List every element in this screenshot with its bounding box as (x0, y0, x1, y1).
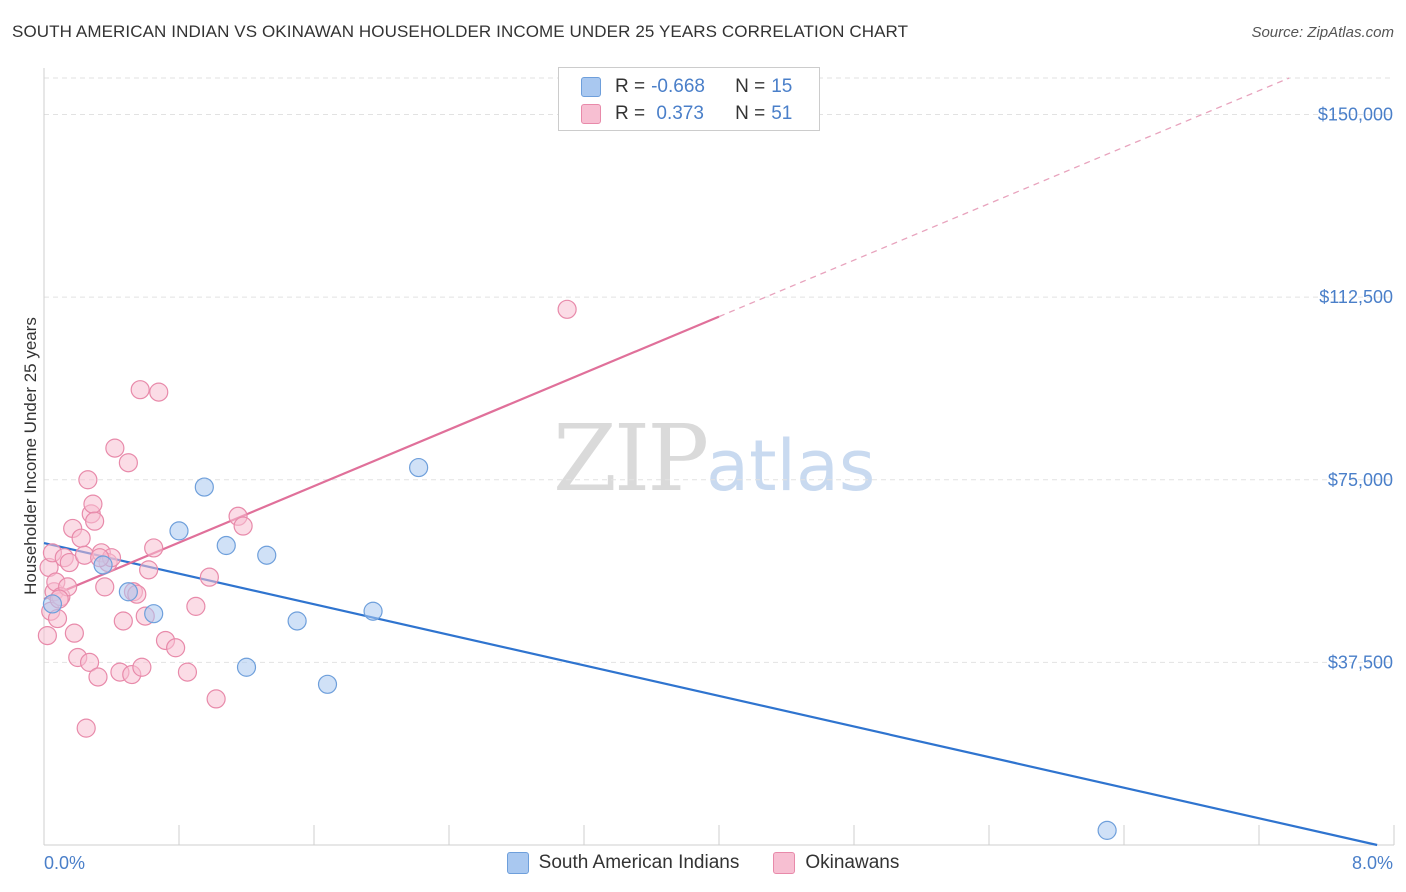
data-point (177, 662, 198, 682)
trend-line (43, 541, 1378, 847)
data-point (105, 438, 125, 458)
data-point (144, 604, 164, 624)
legend-n-label: N = (735, 76, 766, 97)
legend-swatch-blue (581, 77, 601, 97)
legend-r-value: 0.373 (651, 103, 704, 124)
y-tick-label: $75,000 (1328, 470, 1393, 490)
data-point (113, 611, 133, 631)
trend-lines (43, 77, 1378, 847)
data-point (118, 453, 138, 473)
y-tick-label: $150,000 (1318, 105, 1393, 125)
trend-line-extension (718, 77, 1290, 318)
axes (43, 68, 1395, 846)
data-point (257, 545, 277, 565)
data-point (206, 689, 226, 709)
data-point (83, 494, 103, 514)
grid-lines (44, 77, 1394, 663)
watermark-atlas: atlas (706, 425, 876, 507)
trend-line (43, 315, 720, 601)
series-label: Okinawans (805, 852, 900, 873)
data-point (118, 582, 138, 602)
data-point (363, 601, 383, 621)
legend-row-okinawans: R = 0.373 N = 51 (581, 101, 792, 127)
legend-r-label: R = (615, 76, 646, 97)
data-point (317, 674, 338, 694)
x-tick-label: 0.0% (44, 853, 85, 873)
legend-row-south-american-indians: R = -0.668 N = 15 (581, 74, 792, 100)
y-axis-label: Householder Income Under 25 years (21, 317, 40, 595)
legend-n-label: N = (735, 103, 766, 124)
correlation-legend: R = -0.668 N = 15 R = 0.373 N = 51 (558, 67, 820, 131)
series-legend: South American Indians Okinawans (0, 852, 1406, 874)
data-point (132, 657, 152, 677)
series-swatch-blue (506, 852, 529, 874)
series-label: South American Indians (538, 852, 740, 873)
data-point (88, 667, 108, 687)
data-point (79, 652, 100, 672)
x-tick-label: 8.0% (1352, 853, 1393, 873)
data-point (199, 567, 219, 587)
legend-r-value: -0.668 (651, 76, 705, 97)
series-swatch-pink (773, 852, 796, 874)
watermark: ZIPatlas (553, 405, 875, 512)
legend-swatch-pink (581, 104, 601, 124)
data-point (1097, 820, 1117, 840)
data-point (236, 657, 257, 677)
data-point (287, 611, 307, 631)
legend-n-value: 15 (771, 76, 793, 97)
data-point (42, 594, 63, 614)
data-point (71, 528, 91, 548)
data-point (186, 596, 206, 616)
watermark-zip: ZIP (553, 405, 709, 512)
legend-r-label: R = (615, 103, 646, 124)
data-point (85, 511, 105, 531)
data-point (169, 521, 189, 541)
data-point (139, 560, 159, 580)
data-point (149, 382, 169, 402)
data-point (194, 477, 214, 497)
chart-title: SOUTH AMERICAN INDIAN VS OKINAWAN HOUSEH… (12, 22, 909, 41)
data-point (93, 555, 113, 575)
data-point (409, 457, 429, 478)
data-points (37, 299, 1117, 840)
data-point (144, 538, 164, 558)
data-point (233, 516, 253, 536)
series-legend-okinawans: Okinawans (773, 852, 899, 874)
data-point (64, 623, 84, 643)
data-point (216, 535, 236, 556)
data-point (95, 577, 115, 597)
data-point (557, 299, 577, 319)
data-point (78, 470, 98, 490)
source-credit: Source: ZipAtlas.com (1251, 24, 1394, 41)
y-tick-label: $112,500 (1319, 287, 1393, 307)
data-point (76, 718, 96, 738)
data-point (130, 380, 150, 400)
legend-n-value: 51 (771, 103, 793, 124)
data-point (37, 625, 57, 646)
axis-labels: $37,500 $75,000 $112,500 $150,000 0.0% 8.0% Ho… (21, 105, 1393, 873)
series-legend-south-american-indians: South American Indians (506, 852, 740, 874)
data-point (166, 638, 186, 658)
y-tick-label: $37,500 (1328, 652, 1393, 672)
